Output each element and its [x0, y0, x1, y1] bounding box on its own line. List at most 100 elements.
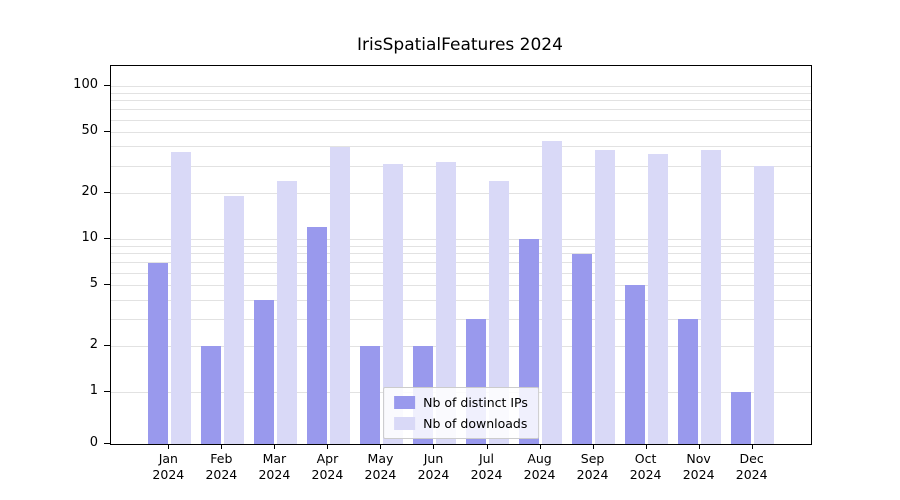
bar-downloads-nov	[701, 150, 722, 444]
x-tick-label-jul: Jul 2024	[447, 451, 527, 483]
x-tick-label-sep: Sep 2024	[553, 451, 633, 483]
gridline-9	[111, 245, 811, 247]
x-tick-label-dec: Dec 2024	[712, 451, 792, 483]
y-tick-mark-5	[104, 284, 110, 286]
x-tick-year: 2024	[629, 467, 662, 482]
x-tick-month: Oct	[634, 451, 657, 466]
bar-downloads-sep	[595, 150, 616, 444]
y-tick-label-0: 0	[89, 435, 98, 450]
x-tick-month: Sep	[580, 451, 605, 466]
bar-downloads-apr	[329, 146, 350, 444]
x-tick-label-jun: Jun 2024	[393, 451, 473, 483]
gridline-7	[111, 262, 811, 264]
bar-distinct-ips-jan	[147, 262, 168, 444]
y-tick-label-1: 1	[89, 383, 98, 399]
bar-downloads-aug	[542, 140, 563, 444]
x-tick-mark-sep	[592, 445, 594, 449]
x-tick-mark-feb	[221, 445, 223, 449]
legend-swatch-downloads	[394, 417, 416, 430]
x-tick-label-oct: Oct 2024	[606, 451, 686, 483]
x-tick-label-aug: Aug 2024	[500, 451, 580, 483]
x-tick-mark-mar	[274, 445, 276, 449]
y-tick-label-10: 10	[81, 230, 98, 246]
gridline-40	[111, 146, 811, 148]
bar-distinct-ips-nov	[678, 319, 699, 444]
gridline-2	[111, 345, 811, 347]
y-tick-label-20: 20	[81, 184, 98, 200]
bar-downloads-may	[382, 163, 403, 444]
x-tick-label-mar: Mar 2024	[234, 451, 314, 483]
y-tick-mark-50	[104, 131, 110, 133]
y-tick-mark-10	[104, 238, 110, 240]
bar-downloads-feb	[223, 196, 244, 444]
x-tick-month: Jan	[158, 451, 178, 466]
x-tick-mark-jun	[433, 445, 435, 449]
x-tick-year: 2024	[576, 467, 609, 482]
y-tick-mark-100	[104, 85, 110, 87]
x-tick-year: 2024	[682, 467, 715, 482]
bar-downloads-jan	[170, 152, 191, 444]
bar-distinct-ips-mar	[253, 300, 274, 444]
x-tick-year: 2024	[258, 467, 291, 482]
bar-downloads-oct	[648, 153, 669, 444]
x-tick-year: 2024	[311, 467, 344, 482]
gridline-20	[111, 192, 811, 194]
gridline-60	[111, 119, 811, 121]
x-tick-mark-may	[380, 445, 382, 449]
x-tick-label-apr: Apr 2024	[287, 451, 367, 483]
x-tick-month: May	[367, 451, 394, 466]
plot-area: Nb of distinct IPs Nb of downloads	[110, 65, 812, 445]
gridline-70	[111, 109, 811, 111]
bar-distinct-ips-sep	[572, 253, 593, 444]
bar-distinct-ips-dec	[731, 392, 752, 444]
x-tick-month: Apr	[316, 451, 339, 466]
x-tick-month: Jun	[423, 451, 444, 466]
gridline-8	[111, 253, 811, 255]
x-tick-month: Mar	[262, 451, 287, 466]
bar-distinct-ips-oct	[625, 285, 646, 444]
x-tick-label-may: May 2024	[340, 451, 420, 483]
x-tick-year: 2024	[523, 467, 556, 482]
gridline-4	[111, 299, 811, 301]
x-tick-mark-jul	[486, 445, 488, 449]
gridline-50	[111, 131, 811, 133]
bar-distinct-ips-may	[359, 346, 380, 444]
x-tick-year: 2024	[152, 467, 185, 482]
x-tick-year: 2024	[417, 467, 450, 482]
gridline-100	[111, 85, 811, 87]
bar-downloads-jun	[435, 161, 456, 444]
x-tick-month: Aug	[527, 451, 552, 466]
x-tick-year: 2024	[735, 467, 768, 482]
y-tick-label-2: 2	[89, 337, 98, 353]
x-tick-month: Nov	[686, 451, 711, 466]
x-tick-mark-jan	[168, 445, 170, 449]
x-tick-month: Jul	[478, 451, 495, 466]
legend-label-downloads: Nb of downloads	[423, 416, 528, 431]
x-tick-year: 2024	[364, 467, 397, 482]
x-tick-month: Feb	[210, 451, 233, 466]
legend-swatch-distinct-ips	[394, 396, 416, 409]
gridline-3	[111, 318, 811, 320]
bar-distinct-ips-apr	[306, 227, 327, 444]
x-tick-mark-aug	[539, 445, 541, 449]
legend-item-downloads: Nb of downloads	[394, 416, 528, 431]
bar-downloads-dec	[754, 166, 775, 444]
x-tick-label-nov: Nov 2024	[659, 451, 739, 483]
gridline-6	[111, 272, 811, 274]
gridline-80	[111, 100, 811, 102]
x-tick-month: Dec	[739, 451, 764, 466]
bar-downloads-mar	[276, 180, 297, 444]
y-tick-mark-1	[104, 391, 110, 393]
x-tick-label-jan: Jan 2024	[128, 451, 208, 483]
x-tick-year: 2024	[205, 467, 238, 482]
bar-downloads-jul	[489, 180, 509, 444]
legend-label-distinct-ips: Nb of distinct IPs	[423, 395, 528, 410]
y-tick-label-50: 50	[81, 123, 98, 139]
y-tick-mark-20	[104, 192, 110, 194]
y-tick-mark-2	[104, 345, 110, 347]
chart-title: IrisSpatialFeatures 2024	[357, 35, 563, 55]
legend-item-distinct-ips: Nb of distinct IPs	[394, 395, 528, 410]
x-tick-mark-nov	[698, 445, 700, 449]
y-tick-label-100: 100	[73, 77, 98, 93]
